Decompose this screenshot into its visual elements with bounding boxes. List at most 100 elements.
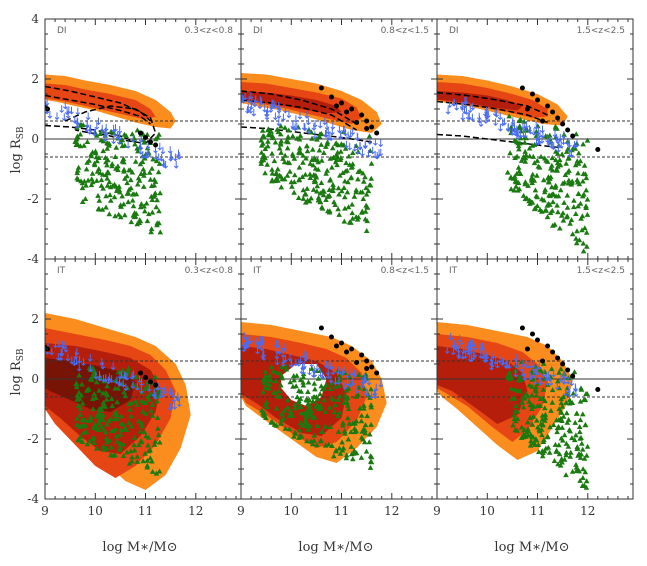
green-triangle-point xyxy=(128,448,134,454)
green-triangle-point xyxy=(584,243,590,249)
green-triangle-point xyxy=(522,158,529,164)
black-point xyxy=(535,97,541,103)
green-triangle-point xyxy=(346,219,353,225)
green-triangle-point xyxy=(288,410,294,416)
green-triangle-point xyxy=(583,478,590,484)
blue-upper-limit-arrow xyxy=(176,149,181,158)
blue-upper-limit-arrow xyxy=(484,107,489,115)
blue-upper-limit-arrow xyxy=(173,153,178,162)
green-triangle-point xyxy=(326,209,333,215)
y-tick-label: 0 xyxy=(31,132,39,146)
green-triangle-point xyxy=(342,178,348,184)
blue-upper-limit-arrow xyxy=(343,128,348,137)
green-triangle-point xyxy=(101,446,107,452)
green-triangle-point xyxy=(564,410,570,416)
black-point xyxy=(354,360,360,365)
green-triangle-point xyxy=(312,165,319,171)
blue-upper-limit-arrow xyxy=(366,377,372,386)
green-triangle-point xyxy=(299,174,306,179)
green-triangle-point xyxy=(534,172,540,178)
green-triangle-point xyxy=(550,191,557,197)
blue-upper-limit-arrow xyxy=(328,362,334,370)
green-triangle-point xyxy=(505,373,511,379)
green-triangle-point xyxy=(142,450,148,456)
green-triangle-point xyxy=(575,452,581,458)
blue-upper-limit-arrow xyxy=(325,367,331,376)
green-triangle-point xyxy=(578,215,584,221)
green-triangle-point xyxy=(583,452,590,458)
blue-upper-limit-arrow xyxy=(274,346,280,355)
green-triangle-point xyxy=(104,162,110,168)
green-triangle-point xyxy=(553,157,559,163)
blue-upper-limit-arrow xyxy=(362,373,367,382)
green-triangle-point xyxy=(348,451,355,457)
green-triangle-point xyxy=(524,419,531,425)
green-triangle-point xyxy=(542,398,548,404)
green-triangle-point xyxy=(129,454,135,460)
green-triangle-point xyxy=(584,391,591,397)
green-triangle-point xyxy=(157,229,164,235)
blue-upper-limit-arrow xyxy=(362,140,368,149)
panel-redshift-range: 0.3<z<0.8 xyxy=(185,266,234,276)
green-triangle-point xyxy=(297,395,304,401)
green-triangle-point xyxy=(325,441,332,447)
green-triangle-point xyxy=(137,204,144,210)
blue-upper-limit-arrow xyxy=(345,131,351,140)
blue-upper-limit-arrow xyxy=(269,99,275,108)
green-triangle-point xyxy=(329,164,335,170)
green-triangle-point xyxy=(508,385,515,391)
blue-upper-limit-arrow xyxy=(283,105,288,114)
blue-upper-limit-arrow xyxy=(378,139,384,148)
blue-upper-limit-arrow xyxy=(445,106,451,115)
green-triangle-point xyxy=(89,435,96,441)
green-triangle-point xyxy=(124,449,130,455)
green-triangle-point xyxy=(327,386,334,391)
green-triangle-point xyxy=(307,171,313,177)
blue-upper-limit-arrow xyxy=(117,126,123,134)
black-point xyxy=(143,375,149,380)
green-triangle-point xyxy=(91,391,98,397)
green-triangle-point xyxy=(281,407,288,413)
green-triangle-point xyxy=(542,414,549,420)
blue-upper-limit-arrow xyxy=(60,340,65,349)
green-triangle-point xyxy=(279,411,285,417)
blue-upper-limit-arrow xyxy=(489,354,495,363)
green-triangle-point xyxy=(574,177,580,183)
green-triangle-point xyxy=(276,388,282,394)
green-triangle-point xyxy=(95,192,101,198)
green-triangle-point xyxy=(91,440,98,445)
panel-redshift-range: 1.5<z<2.5 xyxy=(577,266,625,276)
green-triangle-point xyxy=(537,396,544,401)
blue-upper-limit-arrow xyxy=(574,139,580,148)
panel-plot-area xyxy=(241,322,437,470)
black-point xyxy=(349,106,355,112)
black-point xyxy=(524,106,530,112)
green-triangle-point xyxy=(315,194,322,200)
green-triangle-point xyxy=(337,450,344,456)
green-triangle-point xyxy=(522,148,528,154)
green-triangle-point xyxy=(91,162,98,168)
green-triangle-point xyxy=(152,438,158,444)
green-triangle-point xyxy=(317,391,323,397)
green-triangle-point xyxy=(555,378,561,384)
green-triangle-point xyxy=(364,413,370,419)
black-point xyxy=(344,109,350,115)
green-triangle-point xyxy=(538,153,544,159)
green-triangle-point xyxy=(134,181,141,187)
green-triangle-point xyxy=(82,196,89,201)
green-triangle-point xyxy=(113,144,120,150)
blue-upper-limit-arrow xyxy=(87,127,93,135)
green-triangle-point xyxy=(110,428,117,434)
green-triangle-point xyxy=(102,154,109,160)
green-triangle-point xyxy=(582,469,589,475)
green-triangle-point xyxy=(126,167,132,173)
green-triangle-point xyxy=(142,386,148,391)
blue-upper-limit-arrow xyxy=(131,370,136,379)
green-triangle-point xyxy=(93,379,100,385)
blue-upper-limit-arrow xyxy=(546,138,552,146)
blue-upper-limit-arrow xyxy=(374,151,380,160)
blue-upper-limit-arrow xyxy=(311,370,316,378)
y-axis-title-bottom: log RSB xyxy=(9,348,26,395)
green-triangle-point xyxy=(75,437,81,443)
green-triangle-point xyxy=(352,429,358,435)
